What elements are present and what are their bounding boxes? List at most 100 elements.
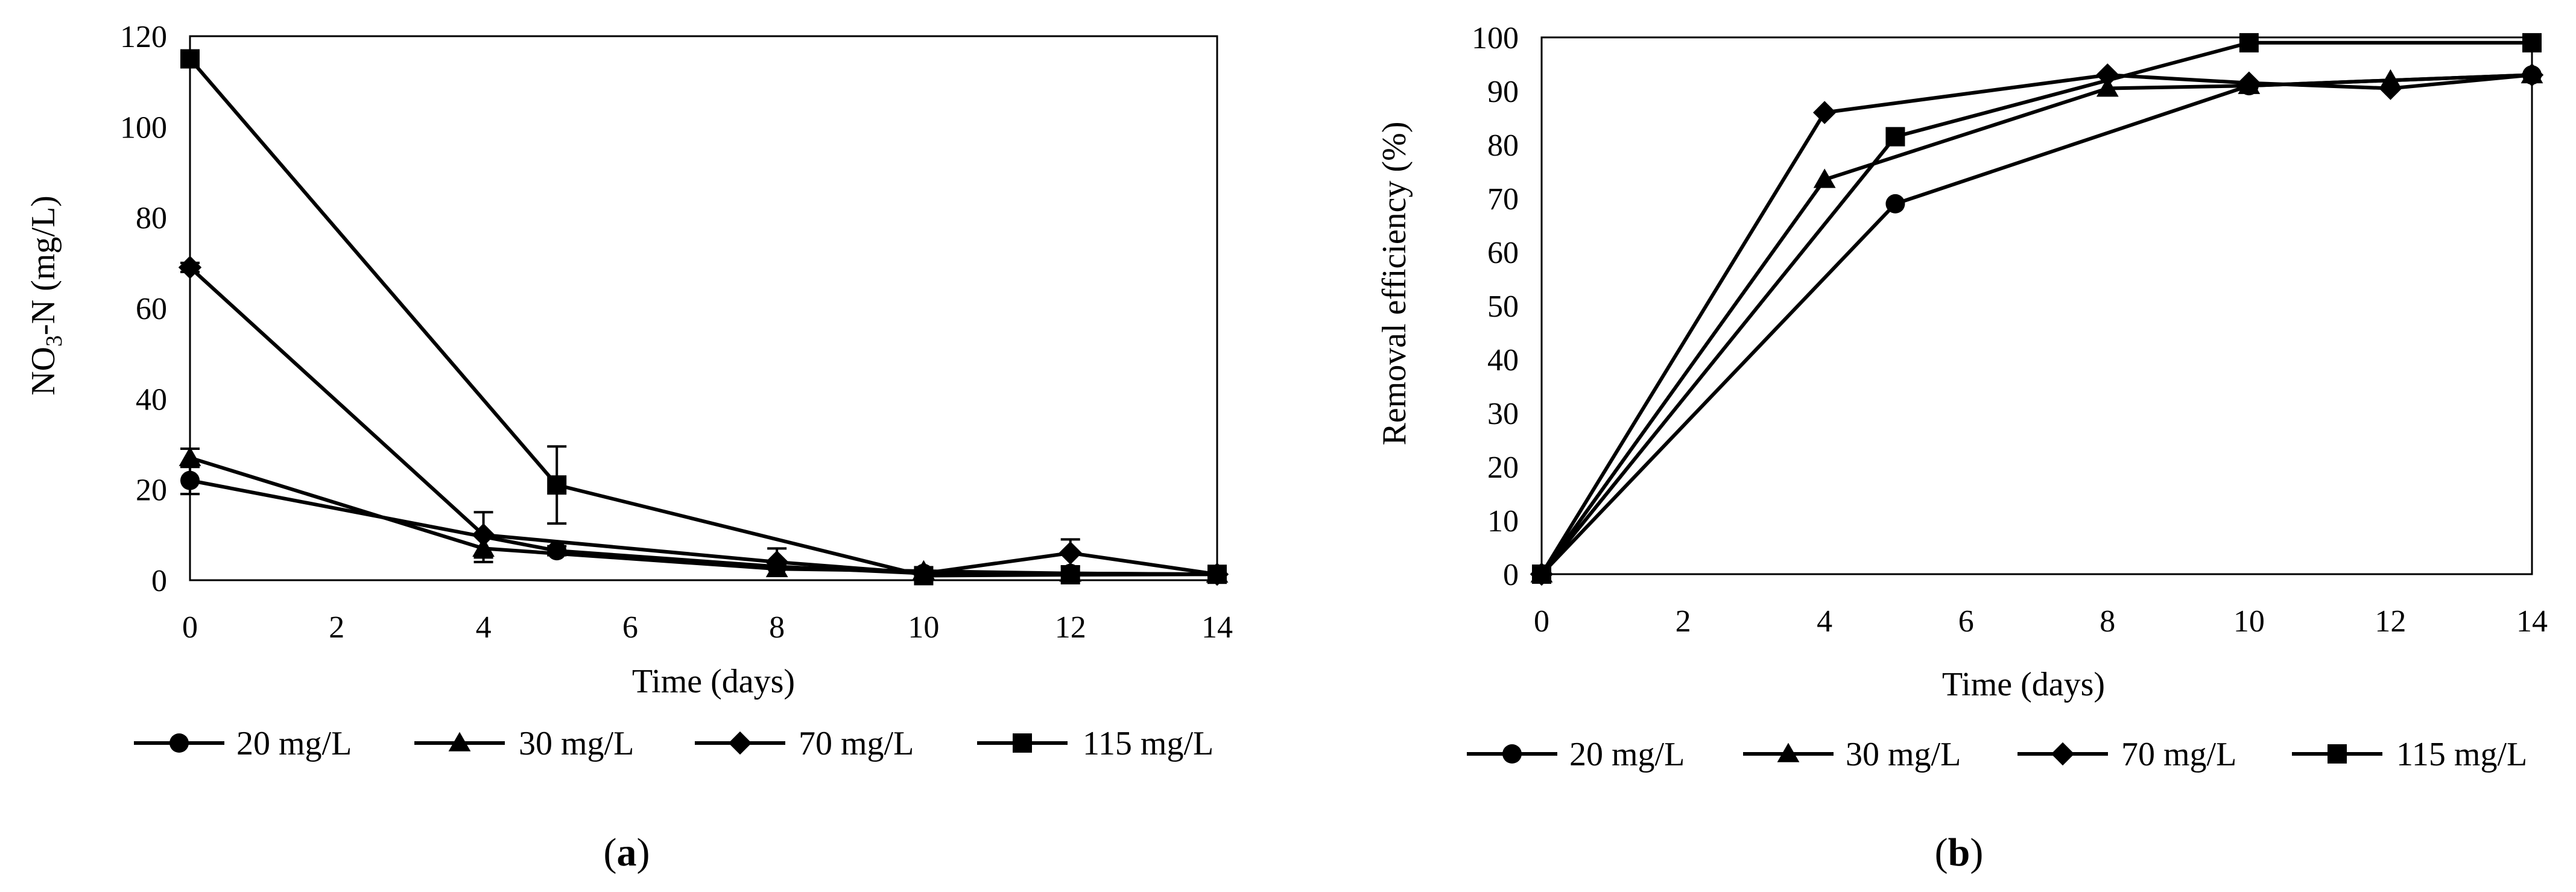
y-axis-label-subscript: 3 <box>42 335 67 347</box>
x-axis-label: Time (days) <box>1942 666 2105 703</box>
y-tick-label: 20 <box>136 473 167 508</box>
x-tick-label: 14 <box>1201 610 1233 645</box>
plot-area-frame <box>189 35 1218 581</box>
legend-label: 115 mg/L <box>2396 736 2527 773</box>
y-tick-label: 70 <box>1487 182 1519 217</box>
y-tick-label: 10 <box>1487 504 1519 539</box>
legend-label: 30 mg/L <box>519 725 634 762</box>
data-point-square <box>1885 127 1905 147</box>
legend-label: 70 mg/L <box>2121 736 2236 773</box>
chart-panel-b: Removal efficiency (%) Time (days) (b) 0… <box>1376 21 2548 875</box>
data-point-square <box>547 475 567 495</box>
data-point-diamond <box>1059 541 1082 565</box>
x-tick-label: 8 <box>2100 604 2115 639</box>
x-tick-label: 0 <box>1534 604 1549 639</box>
data-point-circle <box>1502 744 1522 764</box>
y-tick-label: 30 <box>1487 397 1519 431</box>
data-point-triangle <box>179 446 201 466</box>
data-point-triangle <box>448 732 471 751</box>
y-axis-label-part: NO <box>25 347 62 396</box>
panel-caption-b: (b) <box>1935 830 1984 875</box>
x-tick-label: 10 <box>2233 604 2265 639</box>
legend-label: 20 mg/L <box>236 725 352 762</box>
series-line <box>1540 73 2533 575</box>
legend-item: 70 mg/L <box>695 725 914 762</box>
panel-caption-letter: b <box>1948 830 1970 875</box>
series-diamond <box>178 256 1229 586</box>
data-point-square <box>1013 733 1032 753</box>
y-tick-label: 100 <box>120 110 167 145</box>
y-tick-label: 0 <box>151 564 167 598</box>
y-axis-label: NO3-N (mg/L) <box>25 195 67 396</box>
data-point-diamond <box>2096 63 2119 87</box>
data-point-square <box>914 566 934 586</box>
x-tick-label: 0 <box>182 610 198 645</box>
legend-item: 115 mg/L <box>2292 736 2527 773</box>
data-point-square <box>1207 565 1227 584</box>
legend: 20 mg/L 30 mg/L 70 mg/L 115 mg/L <box>134 725 1214 762</box>
x-tick-label: 14 <box>2516 604 2548 639</box>
data-point-square <box>1060 565 1080 584</box>
panel-caption-letter: a <box>617 830 637 875</box>
legend-label: 70 mg/L <box>799 725 914 762</box>
legend-item: 30 mg/L <box>414 725 634 762</box>
legend-label: 30 mg/L <box>1846 736 1961 773</box>
x-tick-label: 2 <box>329 610 344 645</box>
y-tick-label: 80 <box>1487 128 1519 163</box>
y-tick-label: 60 <box>136 292 167 326</box>
series-square <box>180 49 1227 586</box>
x-axis-label: Time (days) <box>632 663 795 700</box>
plot-area-frame <box>1540 36 2533 575</box>
data-point-square <box>2239 33 2259 52</box>
x-tick-label: 2 <box>1676 604 1691 639</box>
legend-item: 20 mg/L <box>1467 736 1685 773</box>
series-square <box>1532 33 2542 584</box>
y-tick-label: 20 <box>1487 451 1519 485</box>
data-point-diamond <box>765 550 789 574</box>
data-point-triangle <box>2096 77 2119 97</box>
legend-item: 70 mg/L <box>2017 736 2236 773</box>
legend-label: 20 mg/L <box>1569 736 1685 773</box>
series-diamond <box>1530 63 2544 586</box>
legend-item: 115 mg/L <box>977 725 1214 762</box>
legend-item: 30 mg/L <box>1743 736 1961 773</box>
y-tick-label: 80 <box>136 201 167 236</box>
data-point-diamond <box>2379 77 2402 100</box>
data-point-square <box>2328 744 2347 764</box>
legend-label: 115 mg/L <box>1083 725 1214 762</box>
y-tick-label: 40 <box>136 382 167 417</box>
x-tick-label: 4 <box>1817 604 1832 639</box>
series-line <box>188 266 1218 577</box>
x-tick-label: 4 <box>476 610 492 645</box>
legend: 20 mg/L 30 mg/L 70 mg/L 115 mg/L <box>1467 736 2527 773</box>
data-point-diamond <box>178 256 202 279</box>
panel-caption-a: (a) <box>604 830 650 875</box>
data-point-triangle <box>1777 742 1800 762</box>
data-point-diamond <box>2237 71 2261 95</box>
data-point-square <box>180 49 200 69</box>
x-tick-label: 10 <box>908 610 939 645</box>
data-point-circle <box>169 733 189 753</box>
data-point-diamond <box>728 731 752 755</box>
data-point-square <box>1532 565 1551 584</box>
y-tick-label: 100 <box>1472 21 1519 55</box>
x-tick-label: 8 <box>769 610 785 645</box>
x-tick-label: 6 <box>1958 604 1974 639</box>
data-point-square <box>2522 33 2542 52</box>
y-tick-label: 60 <box>1487 236 1519 270</box>
y-tick-label: 0 <box>1503 558 1519 592</box>
x-tick-label: 6 <box>622 610 638 645</box>
data-point-triangle <box>1813 168 1836 188</box>
y-tick-label: 90 <box>1487 75 1519 109</box>
chart-panel-a: NO3-N (mg/L) Time (days) (a) 0 2 4 6 8 10 12 14… <box>25 20 1233 875</box>
data-point-diamond <box>2051 742 2075 766</box>
data-point-diamond <box>472 523 495 547</box>
series-line <box>1540 40 2532 575</box>
y-axis-label: Removal efficiency (%) <box>1376 122 1413 446</box>
x-tick-label: 12 <box>2375 604 2406 639</box>
data-point-circle <box>1885 194 1905 214</box>
data-point-diamond <box>1812 101 1837 124</box>
x-tick-label: 12 <box>1055 610 1086 645</box>
y-tick-label: 50 <box>1487 289 1519 324</box>
